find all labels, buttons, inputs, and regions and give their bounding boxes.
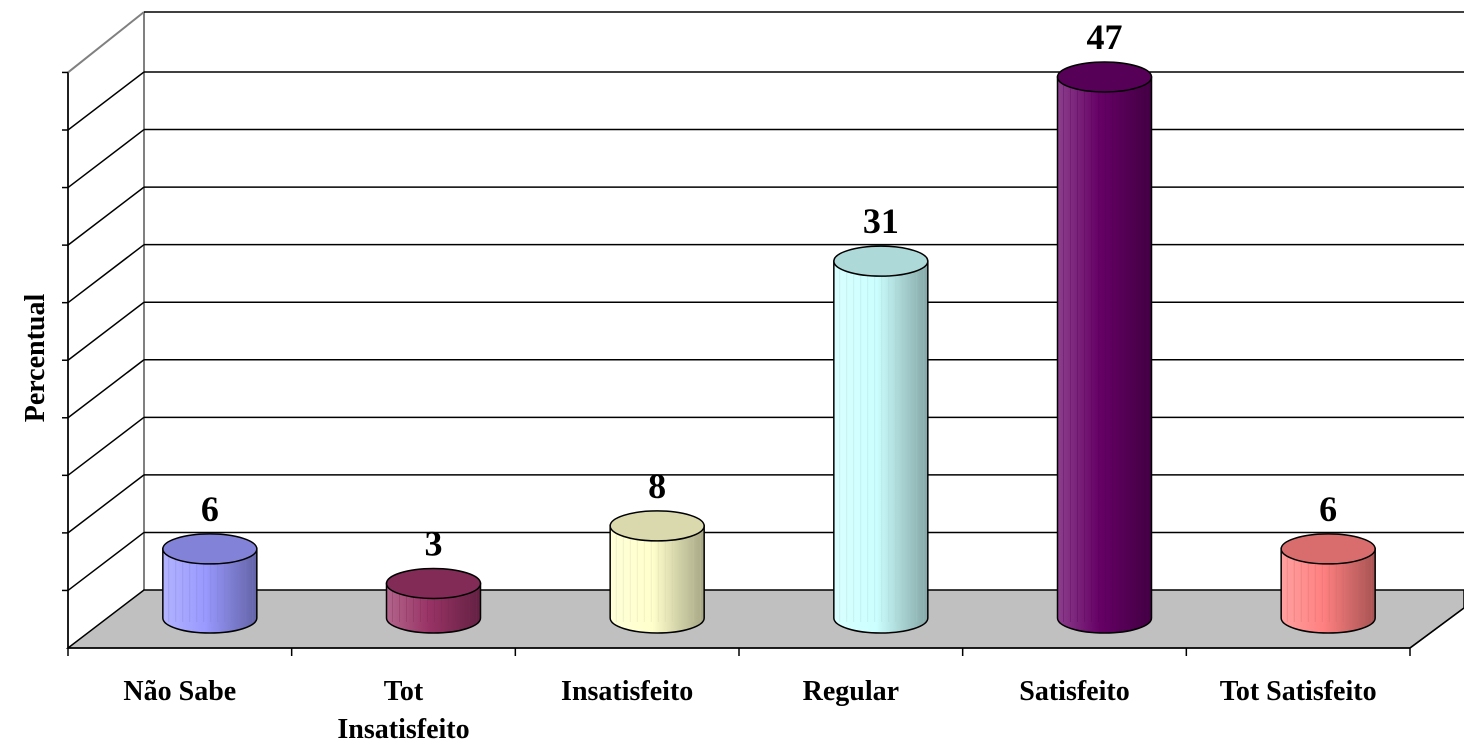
category-label-line: Satisfeito [1019,676,1129,707]
gridline-side [67,71,145,131]
bar [1280,533,1376,634]
data-label: 3 [425,523,443,563]
y-axis-label: Percentual [20,294,51,423]
chart-floor [65,589,1464,649]
category-labels: Não Sabe Tot Insatisfeito Insatisfeito Regul… [123,676,1376,745]
bar-top [385,567,482,600]
category-label: Insatisfeito [561,676,693,707]
gridline-side [67,359,145,419]
data-label: 6 [1319,489,1337,529]
category-label: Não Sabe [123,676,236,707]
gridline-side [67,416,145,476]
data-label: 8 [648,466,666,506]
category-label: Tot Insatisfeito [337,676,469,745]
data-label: 6 [201,489,219,529]
gridline-side [67,474,145,534]
floor-plane [65,589,1464,649]
gridlines [67,71,1464,592]
bar-body [162,548,258,634]
category-label-line: Regular [803,676,899,707]
bars [162,61,1376,634]
gridline-side [67,128,145,189]
category-label: Tot Satisfeito [1220,676,1377,707]
bar-body [833,260,929,634]
category-label-line: Não Sabe [123,676,236,707]
bar-body [1280,548,1376,634]
category-label: Regular [803,676,899,707]
chart-walls [67,11,1464,648]
top-wall-edge [67,11,145,74]
gridline-side [67,301,145,361]
bar-top [833,245,929,277]
bar [1056,61,1153,634]
bar-body [1056,76,1153,634]
data-labels: 6 3 8 31 47 6 [201,17,1337,563]
bar [609,510,705,634]
category-label-line: Tot [384,676,424,707]
gridline-side [67,244,145,304]
category-label-line: Tot Satisfeito [1220,676,1377,707]
gridline-side [67,186,145,246]
bar-top [609,510,705,542]
bar-top [1280,533,1376,565]
bar [385,567,482,634]
bar-body [609,525,705,634]
floor-edge [1409,607,1464,649]
data-label: 47 [1087,17,1123,57]
axes [62,71,1411,656]
bar [833,245,929,634]
bar [162,533,258,634]
data-label: 31 [863,201,899,241]
category-label-line: Insatisfeito [561,676,693,707]
category-label-line: Insatisfeito [337,714,469,745]
gridline-side [67,531,145,592]
category-label: Satisfeito [1019,676,1129,707]
bar-top [1056,61,1153,93]
bar-top [162,533,258,565]
